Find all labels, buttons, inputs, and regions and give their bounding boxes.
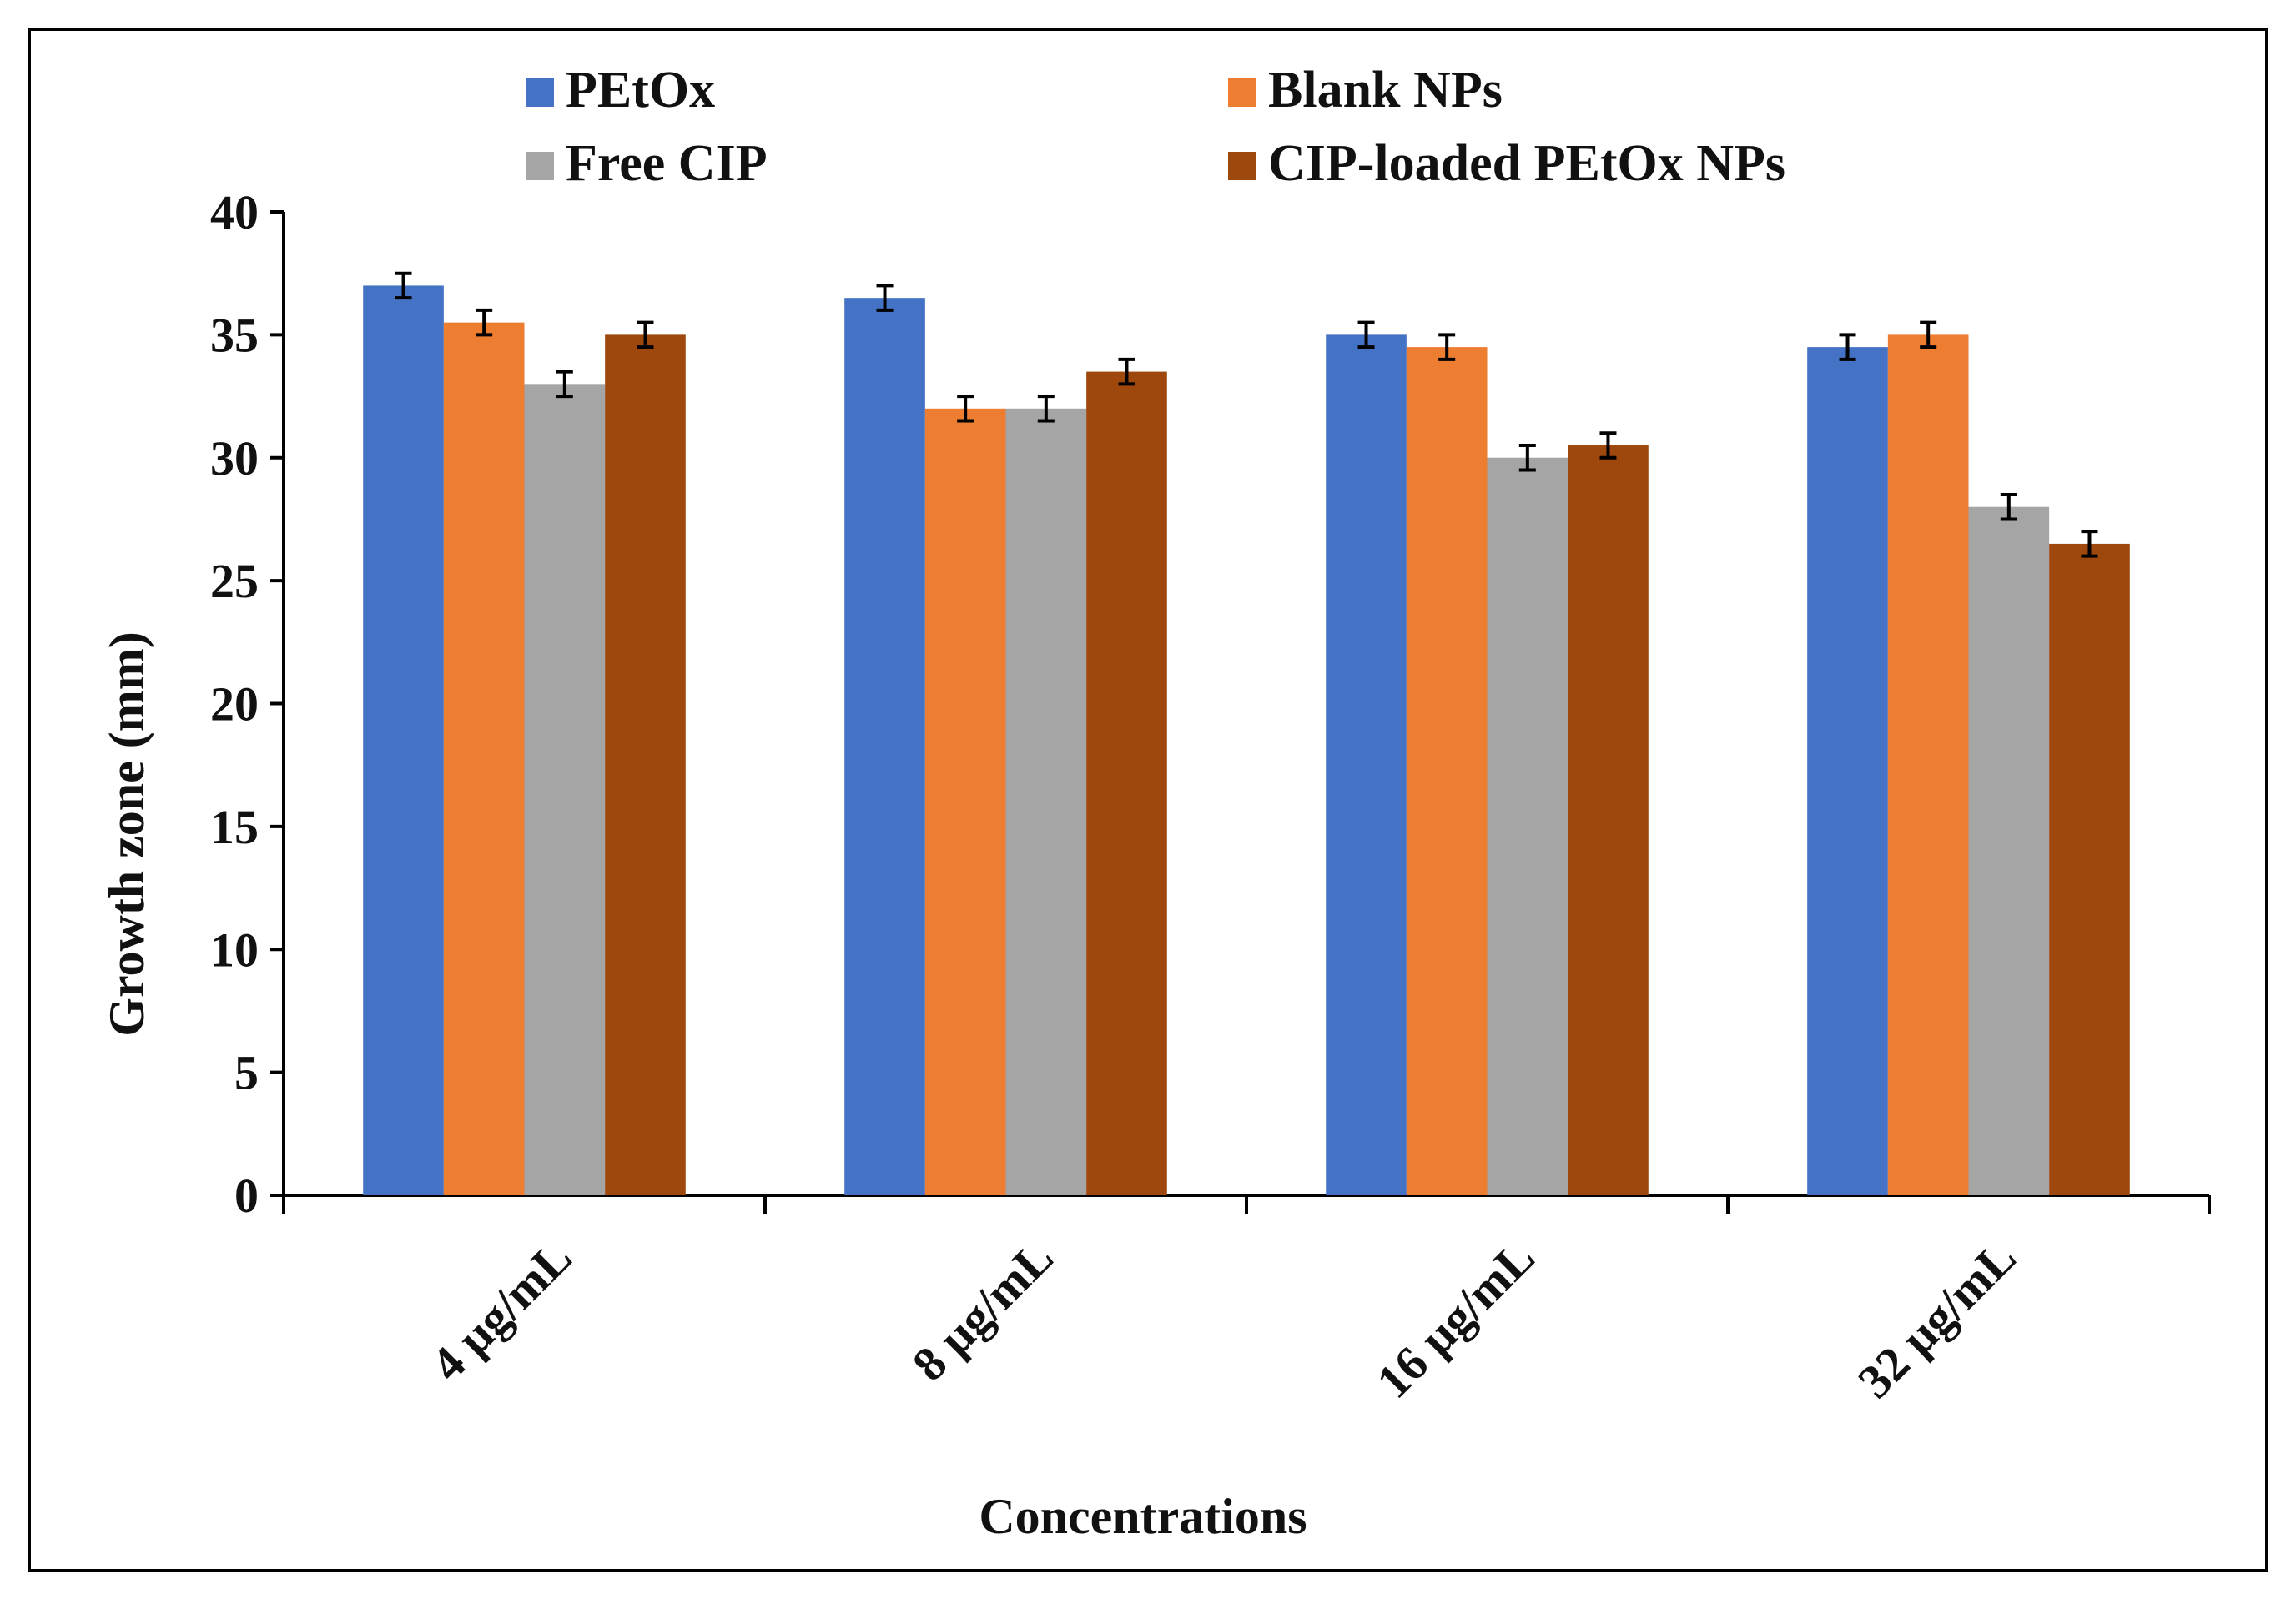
legend-swatch <box>1228 78 1256 107</box>
bar <box>2049 543 2130 1195</box>
bar <box>1568 445 1649 1195</box>
legend-label: PEtOx <box>566 62 715 118</box>
bar <box>363 285 444 1195</box>
bar <box>844 298 925 1196</box>
y-tick-label: 10 <box>210 923 259 977</box>
y-axis-title: Growth zone (mm) <box>99 631 154 1036</box>
y-tick-label: 15 <box>210 800 259 854</box>
bars-group <box>363 285 2130 1196</box>
bar <box>1326 334 1407 1195</box>
y-tick-label: 25 <box>210 554 259 608</box>
legend-label: CIP-loaded PEtOx NPs <box>1268 135 1785 192</box>
y-axis: 0 5 10 15 20 25 30 35 40 <box>210 185 285 1223</box>
bar <box>1005 408 1087 1195</box>
bar <box>1487 457 1568 1195</box>
x-axis-title: Concentrations <box>979 1489 1307 1544</box>
legend-swatch <box>526 78 554 107</box>
bar <box>1807 347 1888 1195</box>
bar <box>1887 334 1969 1195</box>
bar <box>524 384 606 1195</box>
legend-swatch <box>526 152 554 180</box>
legend-swatch <box>1228 152 1256 180</box>
bar <box>443 322 525 1196</box>
y-tick-label: 35 <box>210 308 259 362</box>
legend-label: Blank NPs <box>1268 62 1503 118</box>
y-tick-label: 40 <box>210 185 259 239</box>
y-tick-label: 0 <box>234 1169 259 1223</box>
y-tick-label: 5 <box>234 1046 259 1100</box>
error-bars-group <box>395 271 2098 558</box>
bar <box>924 408 1006 1195</box>
bar <box>605 334 686 1195</box>
bar <box>1968 506 2050 1195</box>
y-tick-label: 30 <box>210 431 259 485</box>
bar <box>1406 347 1488 1195</box>
bar <box>1086 371 1167 1195</box>
legend: PEtOx Blank NPs Free CIP CIP-loaded PEtOx N… <box>526 62 1785 192</box>
legend-label: Free CIP <box>566 135 768 192</box>
y-tick-label: 20 <box>210 677 259 732</box>
